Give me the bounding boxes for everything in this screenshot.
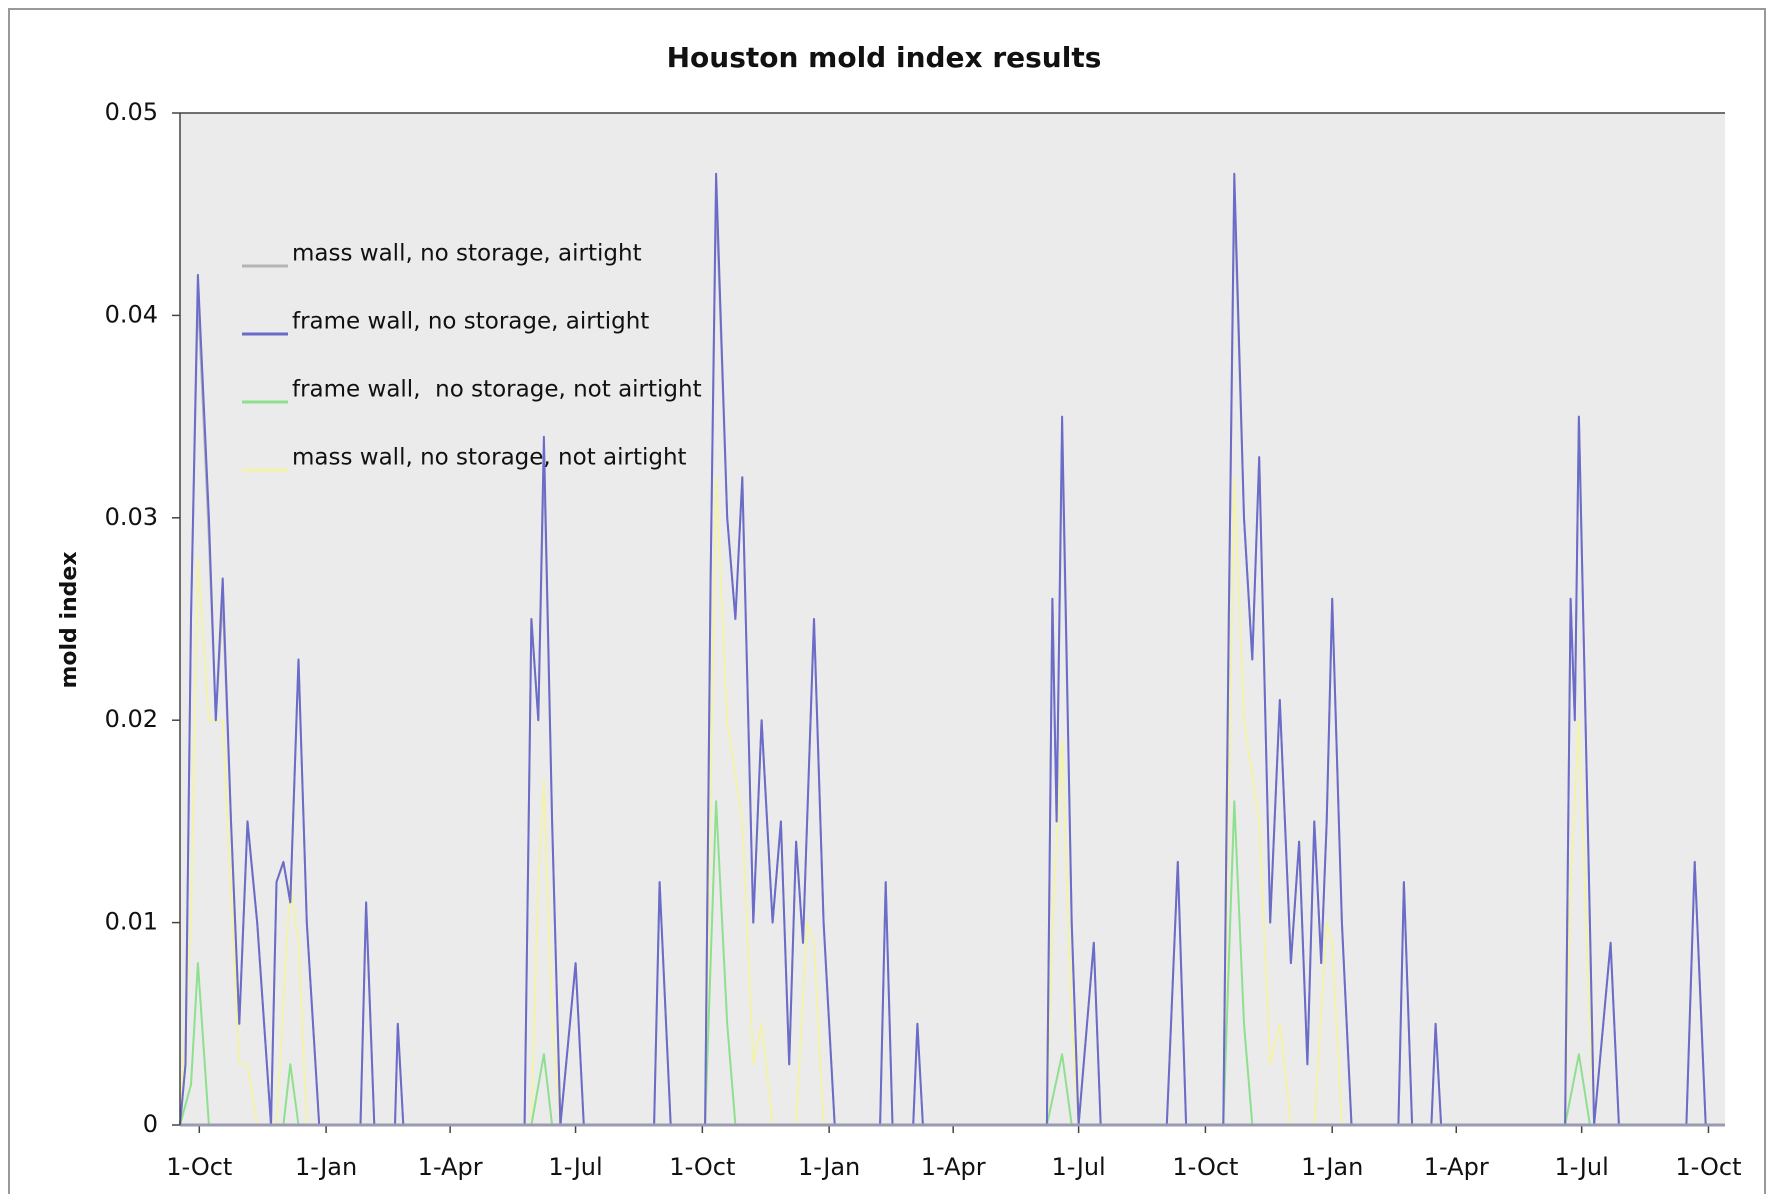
series-line <box>179 476 1725 1126</box>
x-tick-label: 1-Jan <box>295 1153 357 1181</box>
legend-label: frame wall, no storage, not airtight <box>292 377 702 403</box>
x-tick-label: 1-Oct <box>669 1153 735 1181</box>
x-tick-label: 1-Apr <box>921 1153 986 1181</box>
legend-label: mass wall, no storage, not airtight <box>292 445 687 471</box>
x-tick-label: 1-Oct <box>166 1153 232 1181</box>
y-tick-label: 0.01 <box>105 908 158 936</box>
x-tick-label: 1-Jul <box>548 1153 602 1181</box>
x-tick-label: 1-Oct <box>1675 1153 1741 1181</box>
y-tick-label: 0.05 <box>105 98 158 126</box>
x-tick-label: 1-Jan <box>798 1153 860 1181</box>
x-tick-label: 1-Apr <box>1424 1153 1489 1181</box>
x-tick-label: 1-Apr <box>418 1153 483 1181</box>
legend-label: frame wall, no storage, airtight <box>292 309 649 335</box>
y-tick-label: 0.03 <box>105 503 158 531</box>
chart-title: Houston mold index results <box>667 41 1102 74</box>
y-tick-label: 0.04 <box>105 300 158 328</box>
y-axis-label: mold index <box>57 551 82 688</box>
plot-area <box>180 113 1725 1125</box>
x-tick-label: 1-Jul <box>1051 1153 1105 1181</box>
x-tick-label: 1-Jan <box>1301 1153 1363 1181</box>
y-tick-label: 0 <box>143 1110 158 1138</box>
legend-label: mass wall, no storage, airtight <box>292 241 642 267</box>
x-tick-label: 1-Jul <box>1555 1153 1609 1181</box>
y-tick-label: 0.02 <box>105 705 158 733</box>
x-tick-label: 1-Oct <box>1172 1153 1238 1181</box>
